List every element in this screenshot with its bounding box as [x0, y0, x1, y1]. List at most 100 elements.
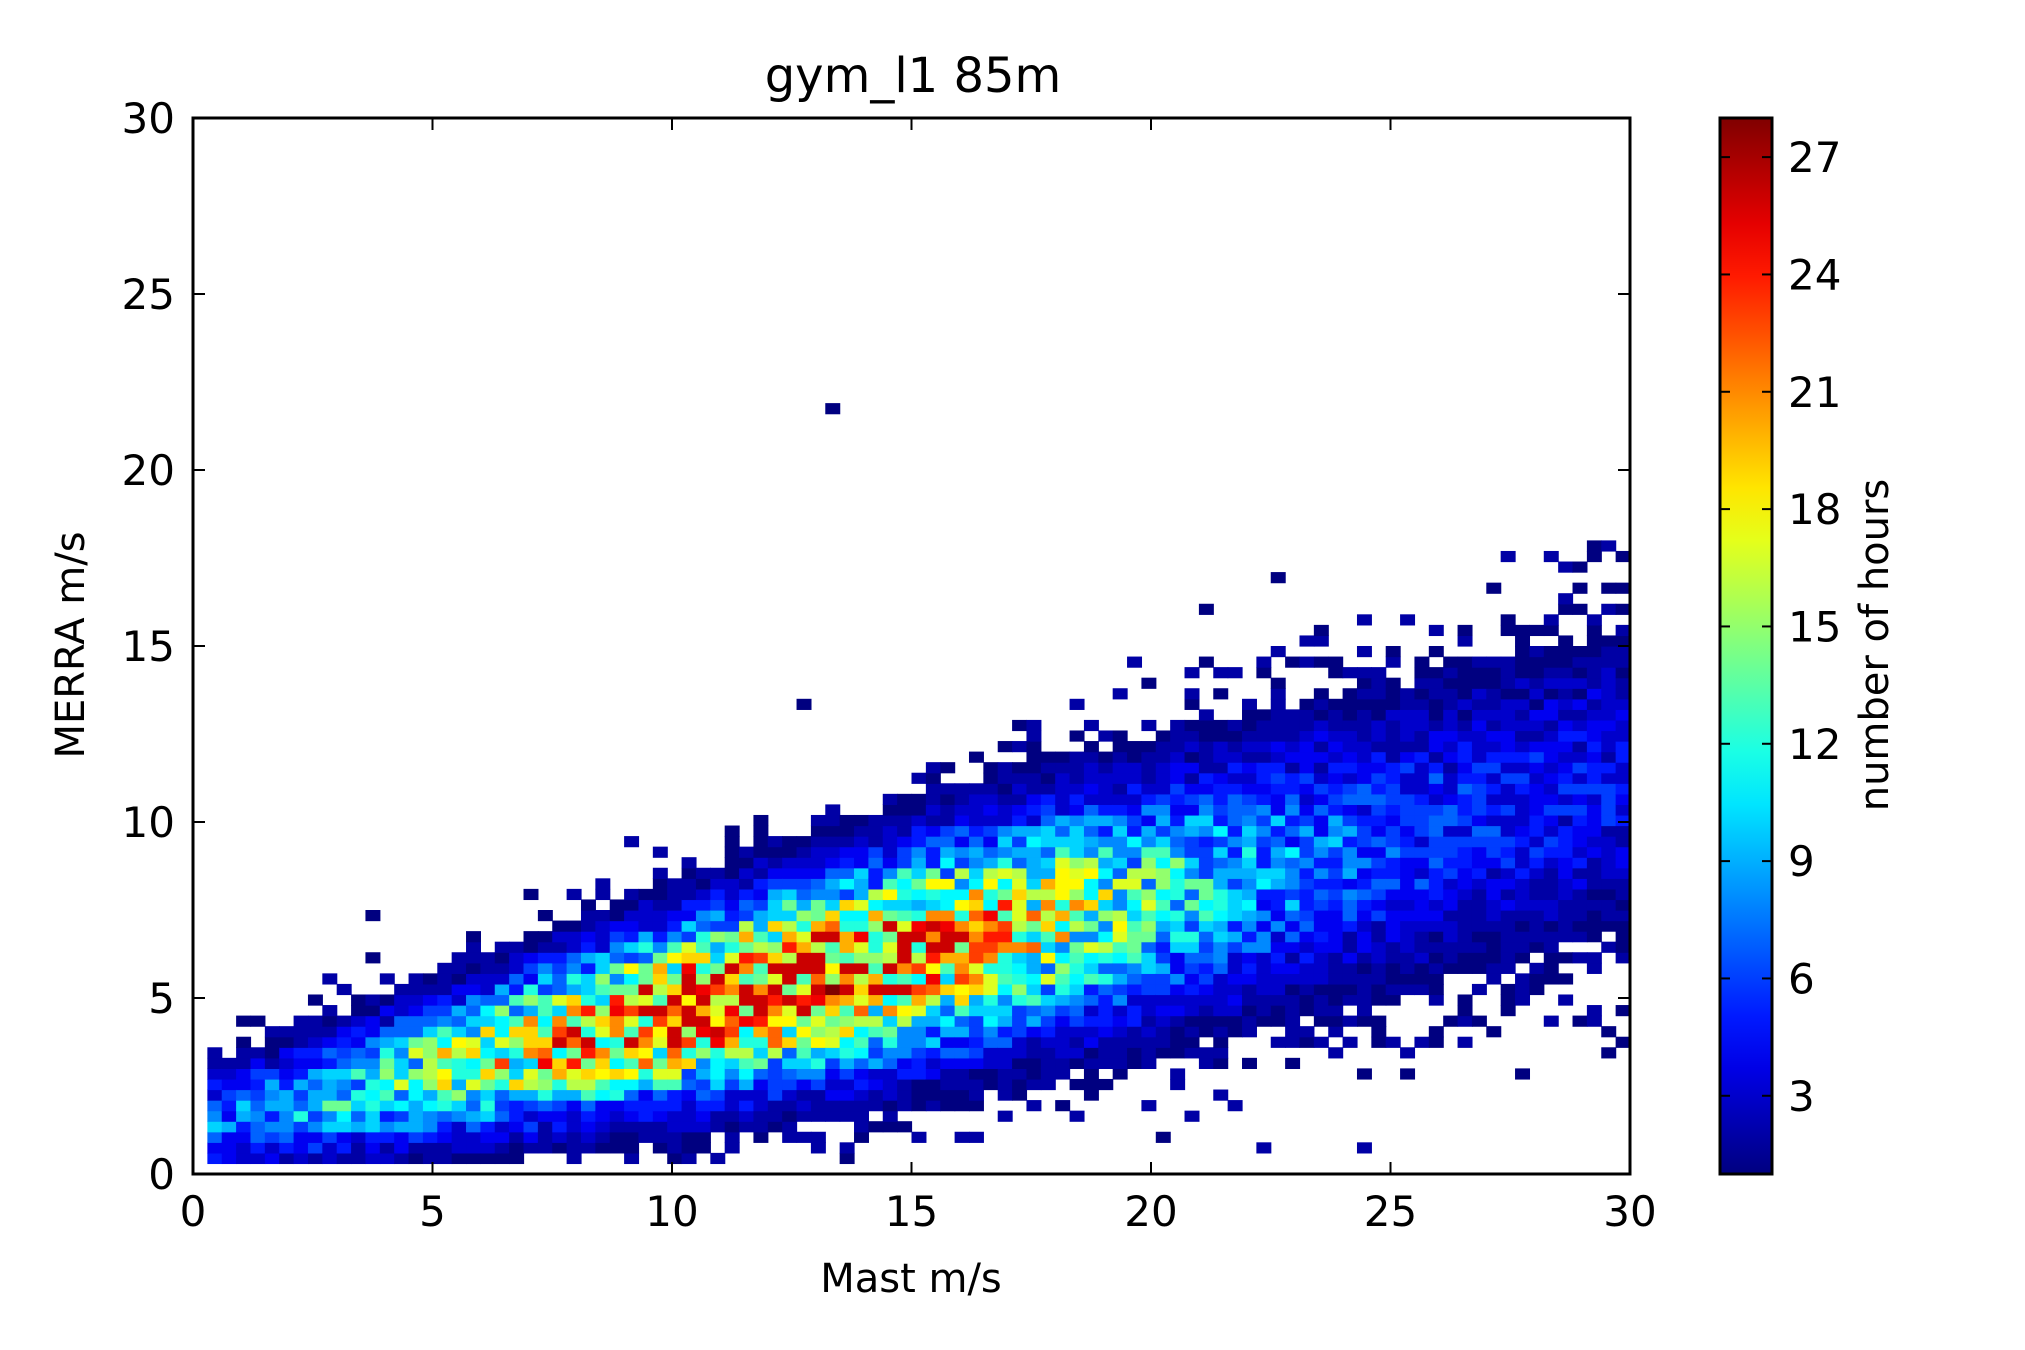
- heatmap-cell: [408, 994, 424, 1006]
- heatmap-cell: [724, 1047, 740, 1059]
- heatmap-cell: [1069, 962, 1085, 974]
- heatmap-cell: [1543, 846, 1559, 858]
- heatmap-cell: [810, 1068, 826, 1080]
- heatmap-cell: [1285, 1026, 1301, 1038]
- heatmap-cell: [681, 994, 697, 1006]
- heatmap-cell: [1299, 804, 1315, 816]
- heatmap-cell: [408, 1047, 424, 1059]
- heatmap-cell: [1471, 899, 1487, 911]
- heatmap-cell: [681, 920, 697, 932]
- heatmap-cell: [1313, 878, 1329, 890]
- heatmap-cell: [710, 952, 726, 964]
- heatmap-cell: [394, 1005, 410, 1017]
- heatmap-cell: [1586, 667, 1602, 679]
- heatmap-cell: [638, 1100, 654, 1112]
- heatmap-cell: [739, 994, 755, 1006]
- heatmap-cell: [997, 836, 1013, 848]
- heatmap-cell: [1385, 741, 1401, 753]
- heatmap-cell: [1127, 793, 1143, 805]
- heatmap-cell: [1184, 888, 1200, 901]
- heatmap-cell: [681, 857, 697, 869]
- heatmap-cell: [925, 899, 941, 911]
- heatmap-cell: [753, 1121, 769, 1133]
- heatmap-cell: [523, 1026, 539, 1038]
- heatmap-cell: [466, 983, 481, 996]
- heatmap-cell: [523, 952, 539, 964]
- heatmap-cell: [1198, 846, 1214, 858]
- heatmap-cell: [1515, 656, 1531, 668]
- heatmap-cell: [1055, 1057, 1071, 1069]
- heatmap-cell: [1529, 867, 1545, 879]
- heatmap-cell: [868, 941, 884, 953]
- heatmap-cell: [1083, 825, 1099, 837]
- y-tick-label: 10: [122, 798, 175, 847]
- heatmap-cell: [839, 814, 855, 827]
- heatmap-cell: [480, 1121, 496, 1133]
- heatmap-cell: [1213, 762, 1229, 774]
- heatmap-cell: [480, 1015, 496, 1027]
- heatmap-cell: [408, 1110, 424, 1122]
- heatmap-cell: [1457, 941, 1473, 953]
- heatmap-cell: [810, 814, 826, 827]
- heatmap-cell: [997, 793, 1013, 805]
- heatmap-cell: [1615, 1036, 1631, 1048]
- heatmap-cell: [897, 878, 913, 890]
- heatmap-cell: [1500, 846, 1516, 858]
- heatmap-cell: [494, 1047, 510, 1059]
- heatmap-cell: [1586, 656, 1602, 668]
- heatmap-cell: [1012, 1068, 1028, 1080]
- heatmap-cell: [1055, 1026, 1071, 1038]
- heatmap-cell: [1141, 878, 1157, 890]
- heatmap-cell: [724, 1078, 740, 1091]
- heatmap-cell: [1256, 751, 1272, 763]
- heatmap-cell: [595, 1121, 611, 1133]
- heatmap-cell: [1601, 857, 1617, 869]
- heatmap-cell: [466, 1110, 481, 1122]
- heatmap-cell: [1342, 825, 1358, 837]
- heatmap-cell: [897, 1068, 913, 1080]
- heatmap-cell: [624, 941, 640, 953]
- heatmap-cell: [825, 1068, 841, 1080]
- heatmap-cell: [351, 1142, 367, 1154]
- heatmap-cell: [1227, 772, 1243, 784]
- heatmap-cell: [1471, 814, 1487, 827]
- heatmap-cell: [753, 1089, 769, 1101]
- heatmap-cell: [695, 1057, 711, 1069]
- heatmap-cell: [1198, 793, 1214, 805]
- heatmap-cell: [1083, 1078, 1099, 1091]
- heatmap-cell: [1328, 667, 1344, 679]
- heatmap-cell: [1471, 867, 1487, 879]
- heatmap-cell: [667, 1089, 683, 1101]
- heatmap-cell: [1299, 793, 1315, 805]
- heatmap-cell: [1256, 804, 1272, 816]
- heatmap-cell: [537, 941, 553, 953]
- heatmap-cell: [739, 867, 755, 879]
- heatmap-cell: [968, 804, 984, 816]
- heatmap-cell: [307, 1047, 323, 1059]
- heatmap-cell: [537, 1089, 553, 1101]
- heatmap-cell: [1026, 888, 1042, 901]
- heatmap-cell: [207, 1057, 223, 1069]
- heatmap-cell: [624, 931, 640, 943]
- heatmap-cell: [1083, 857, 1099, 869]
- heatmap-cell: [1083, 1068, 1099, 1080]
- heatmap-cell: [810, 846, 826, 858]
- heatmap-cell: [839, 1047, 855, 1059]
- heatmap-cell: [1012, 888, 1028, 901]
- heatmap-cell: [1198, 1015, 1214, 1027]
- heatmap-cell: [1457, 920, 1473, 932]
- heatmap-cell: [1428, 941, 1444, 953]
- heatmap-cell: [724, 1015, 740, 1027]
- heatmap-cell: [882, 825, 898, 837]
- heatmap-cell: [739, 888, 755, 901]
- heatmap-cell: [1112, 994, 1128, 1006]
- heatmap-cell: [1543, 741, 1559, 753]
- heatmap-cell: [882, 793, 898, 805]
- heatmap-cell: [1572, 656, 1588, 668]
- heatmap-cell: [954, 804, 970, 816]
- heatmap-cell: [279, 1026, 295, 1038]
- heatmap-cell: [1055, 910, 1071, 922]
- heatmap-cell: [1500, 941, 1516, 953]
- heatmap-cell: [307, 1152, 323, 1165]
- heatmap-cell: [954, 973, 970, 985]
